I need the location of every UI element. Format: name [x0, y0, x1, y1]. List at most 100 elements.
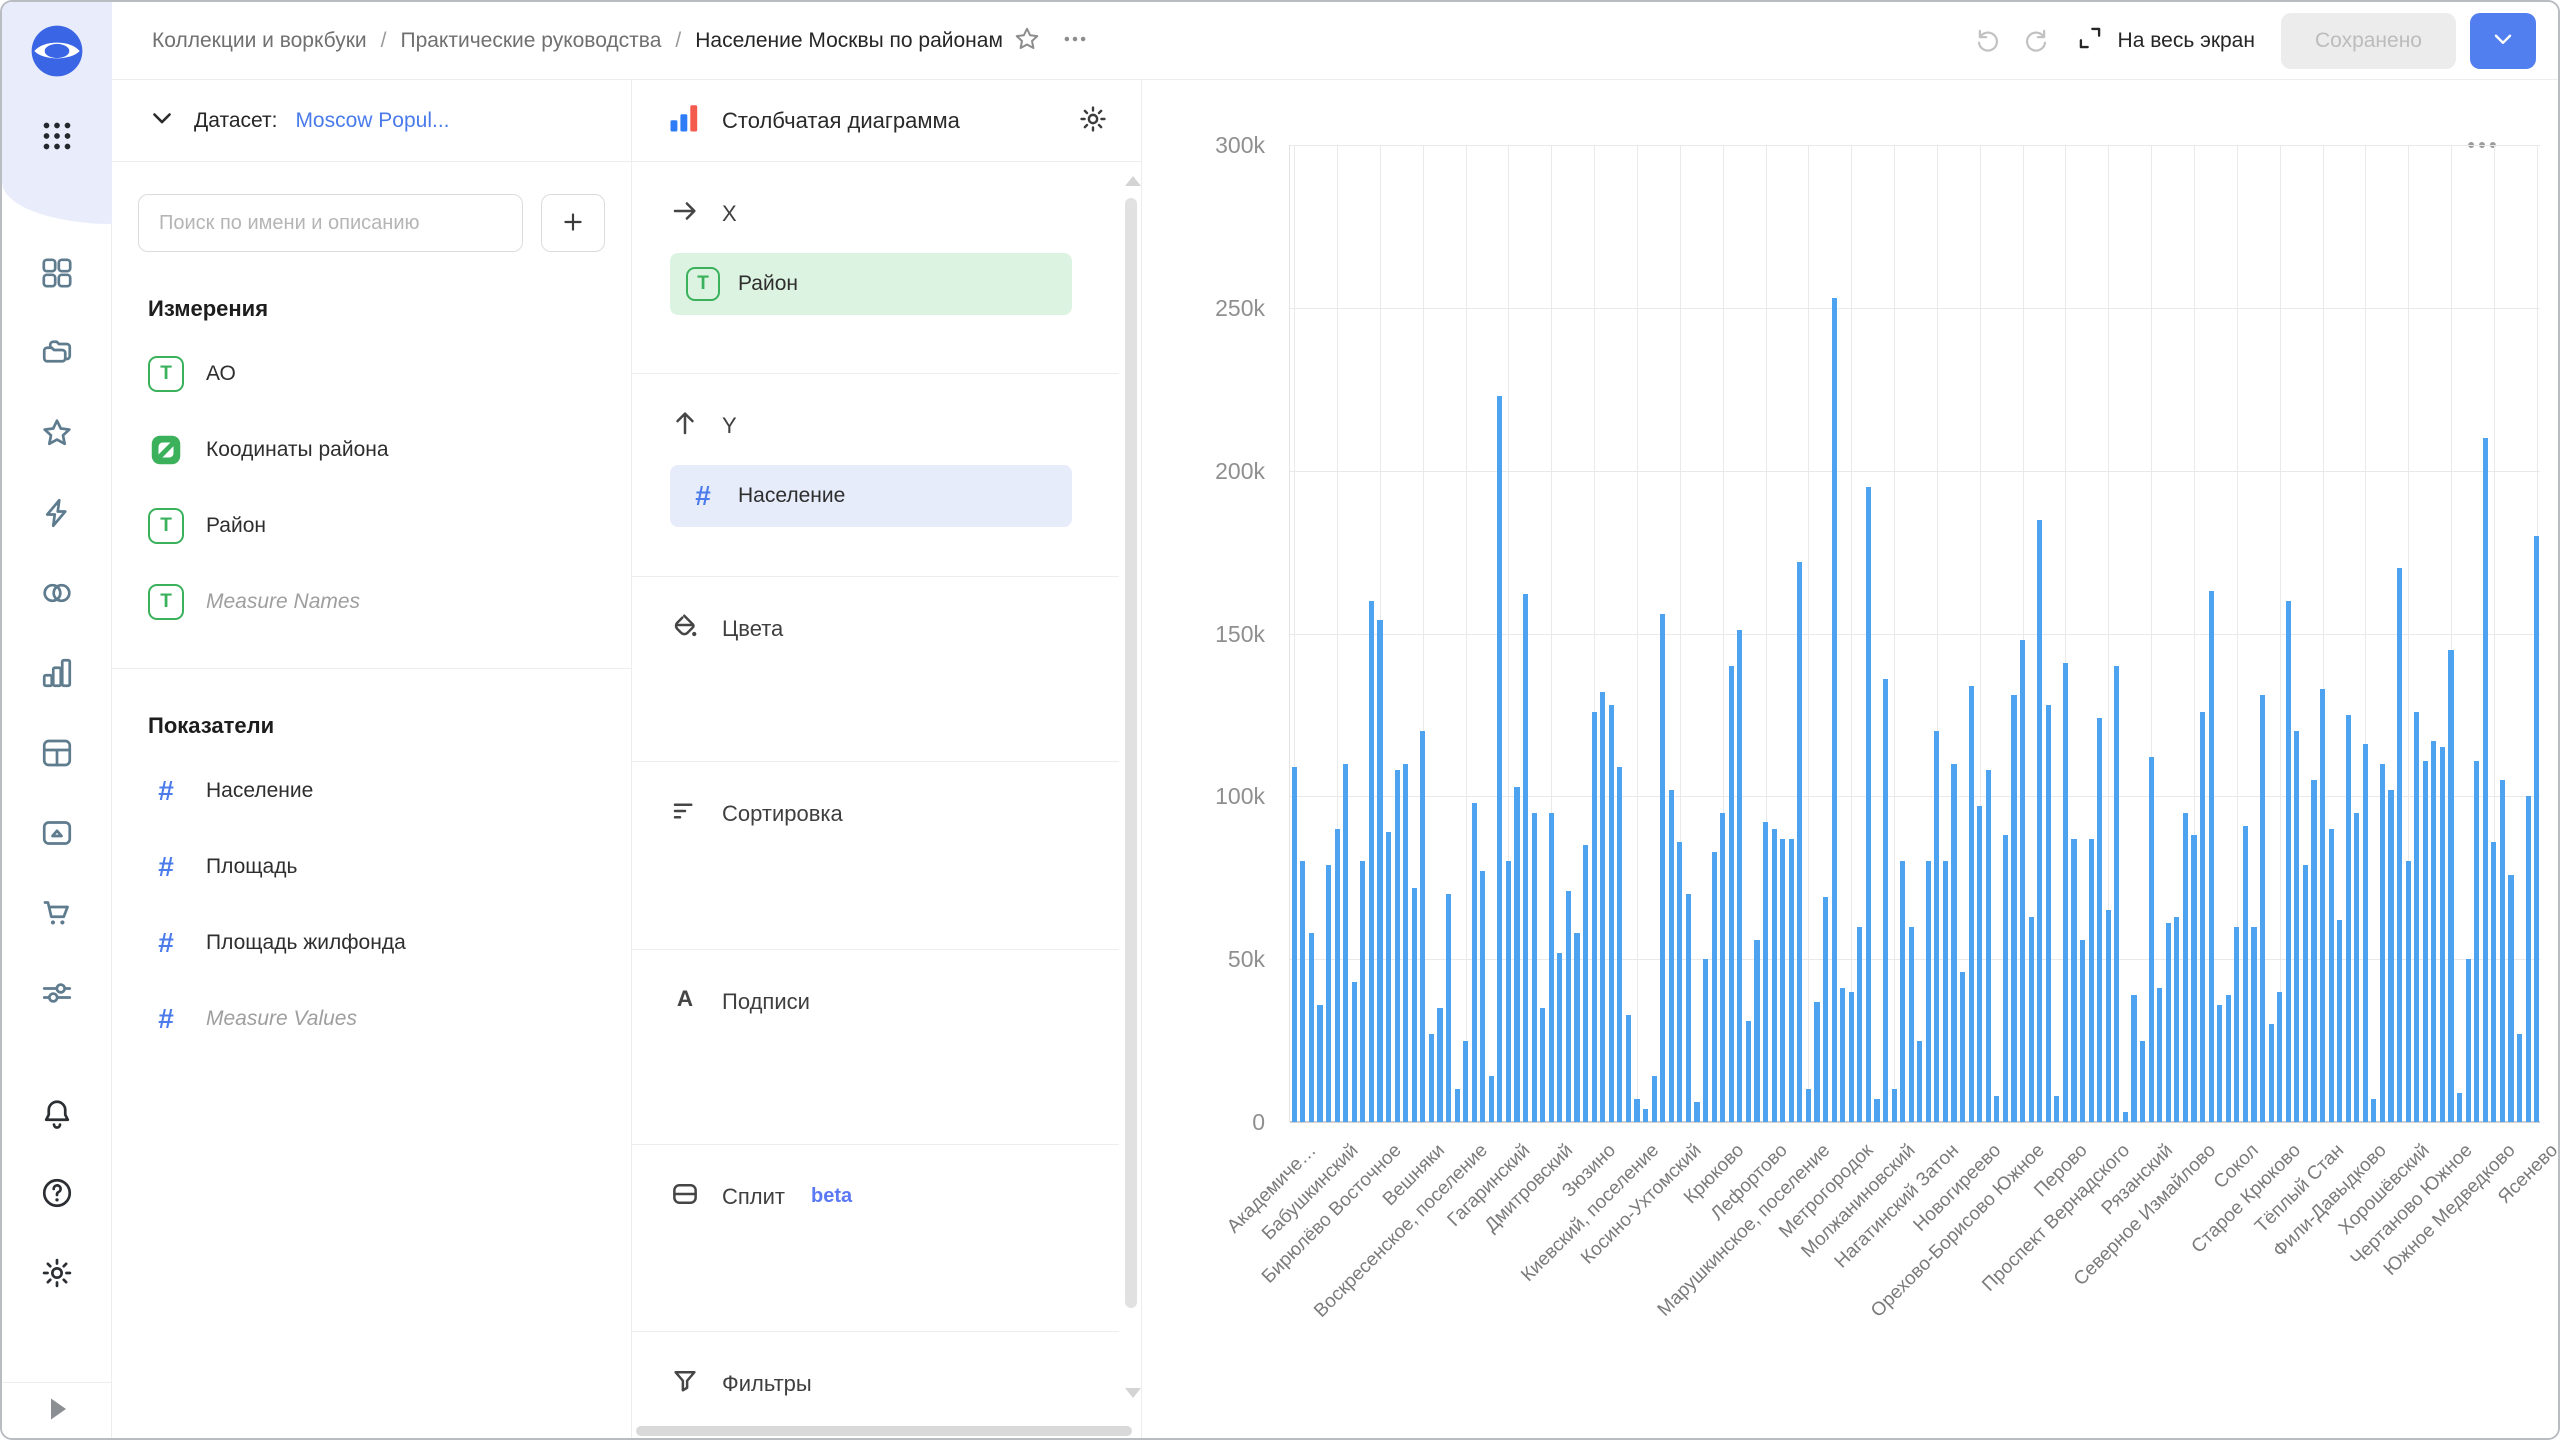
sidebar-item-storage[interactable] [2, 794, 112, 874]
bar[interactable] [2002, 835, 2009, 1122]
bar[interactable] [1840, 988, 1846, 1122]
bar[interactable] [1788, 838, 1794, 1122]
config-hscrollbar[interactable] [636, 1426, 1132, 1436]
bar[interactable] [1591, 711, 1597, 1122]
bar[interactable] [1360, 861, 1366, 1122]
bar[interactable] [1985, 770, 1991, 1122]
bar[interactable] [1762, 822, 1769, 1122]
bar[interactable] [2114, 666, 2120, 1122]
bar[interactable] [1540, 1008, 1546, 1122]
bar[interactable] [1565, 890, 1572, 1122]
bar[interactable] [2277, 991, 2283, 1122]
bar[interactable] [2011, 695, 2017, 1122]
bar[interactable] [2080, 939, 2086, 1122]
bar[interactable] [1343, 763, 1349, 1122]
bar[interactable] [2028, 916, 2034, 1122]
bar[interactable] [2482, 438, 2488, 1122]
bar[interactable] [1531, 812, 1537, 1122]
bar[interactable] [2182, 812, 2188, 1122]
add-field-button[interactable] [541, 194, 605, 252]
bar[interactable] [1523, 594, 1529, 1122]
bar[interactable] [1908, 926, 1914, 1122]
bar[interactable] [1900, 861, 1906, 1122]
bar[interactable] [2088, 838, 2094, 1122]
bar[interactable] [1660, 613, 1666, 1122]
bar[interactable] [1891, 1089, 1897, 1122]
bar[interactable] [1505, 861, 1512, 1122]
breadcrumb-item[interactable]: Практические руководства [400, 28, 662, 52]
bar[interactable] [2474, 760, 2480, 1122]
sidebar-item-quick-charts[interactable] [2, 474, 112, 554]
bar[interactable] [1428, 1034, 1434, 1122]
bar[interactable] [2217, 1004, 2223, 1122]
bar[interactable] [1583, 845, 1589, 1122]
bar[interactable] [1385, 832, 1392, 1122]
bar[interactable] [2268, 1024, 2274, 1122]
bar[interactable] [2379, 763, 2386, 1122]
bar[interactable] [1994, 1095, 2000, 1122]
field-item[interactable]: # Площадь [148, 829, 631, 905]
bar[interactable] [1291, 767, 1297, 1122]
bar[interactable] [2157, 988, 2163, 1122]
bar[interactable] [1805, 1089, 1811, 1122]
bar[interactable] [2165, 923, 2171, 1122]
bar[interactable] [2097, 718, 2103, 1122]
sidebar-item-marketplace[interactable] [2, 874, 112, 954]
scroll-down-arrow[interactable] [1125, 1388, 1141, 1398]
bar[interactable] [2199, 711, 2206, 1122]
favorite-star-button[interactable] [1003, 17, 1051, 65]
bar[interactable] [1694, 1102, 1700, 1122]
sidebar-item-collections[interactable] [2, 314, 112, 394]
bar[interactable] [2508, 874, 2514, 1122]
bar[interactable] [1634, 1099, 1640, 1122]
undo-button[interactable] [1964, 17, 2012, 65]
scrollbar-thumb[interactable] [1125, 198, 1137, 1308]
bar[interactable] [1317, 1004, 1323, 1122]
bar[interactable] [2259, 695, 2266, 1122]
bar[interactable] [2388, 789, 2394, 1122]
bar[interactable] [1780, 838, 1786, 1122]
bar[interactable] [1728, 666, 1734, 1122]
field-item[interactable]: T АО [148, 336, 631, 412]
bar[interactable] [1771, 828, 1777, 1122]
bar[interactable] [2225, 995, 2231, 1122]
bar[interactable] [2457, 1092, 2463, 1122]
bar[interactable] [2397, 568, 2403, 1122]
bar[interactable] [2242, 825, 2248, 1122]
bar[interactable] [2439, 747, 2446, 1122]
bar[interactable] [1625, 1014, 1632, 1122]
bar[interactable] [1437, 1008, 1443, 1122]
bar[interactable] [1711, 851, 1717, 1122]
bar[interactable] [1514, 786, 1520, 1122]
saved-button[interactable]: Сохранено [2280, 12, 2456, 69]
bar[interactable] [2071, 838, 2077, 1122]
bar[interactable] [1925, 861, 1931, 1122]
bar[interactable] [2328, 828, 2334, 1122]
bar[interactable] [2302, 864, 2308, 1122]
bar[interactable] [2191, 835, 2197, 1122]
bar[interactable] [1720, 812, 1726, 1122]
bar[interactable] [2139, 1040, 2146, 1122]
bar[interactable] [2174, 916, 2180, 1122]
bar[interactable] [2499, 780, 2505, 1122]
bar[interactable] [2534, 535, 2540, 1122]
bar[interactable] [1643, 1108, 1649, 1122]
bar[interactable] [2294, 731, 2300, 1122]
sidebar-item-connections[interactable] [2, 554, 112, 634]
bar[interactable] [2319, 688, 2326, 1122]
fullscreen-button[interactable]: На весь экран [2076, 24, 2255, 57]
sidebar-item-charts[interactable] [2, 634, 112, 714]
bar[interactable] [1737, 630, 1743, 1122]
breadcrumb-item[interactable]: Коллекции и воркбуки [152, 28, 367, 52]
bar[interactable] [1651, 1076, 1657, 1122]
dataset-collapse-icon[interactable] [148, 104, 176, 137]
bar[interactable] [2448, 649, 2454, 1122]
bar[interactable] [1977, 806, 1983, 1122]
bar[interactable] [1394, 770, 1400, 1122]
bar[interactable] [1403, 763, 1409, 1122]
bar[interactable] [1677, 841, 1683, 1122]
bar[interactable] [1822, 897, 1829, 1122]
field-item[interactable]: T Район [148, 488, 631, 564]
save-dropdown-button[interactable] [2470, 12, 2536, 69]
field-item[interactable]: Коодинаты района [148, 412, 631, 488]
